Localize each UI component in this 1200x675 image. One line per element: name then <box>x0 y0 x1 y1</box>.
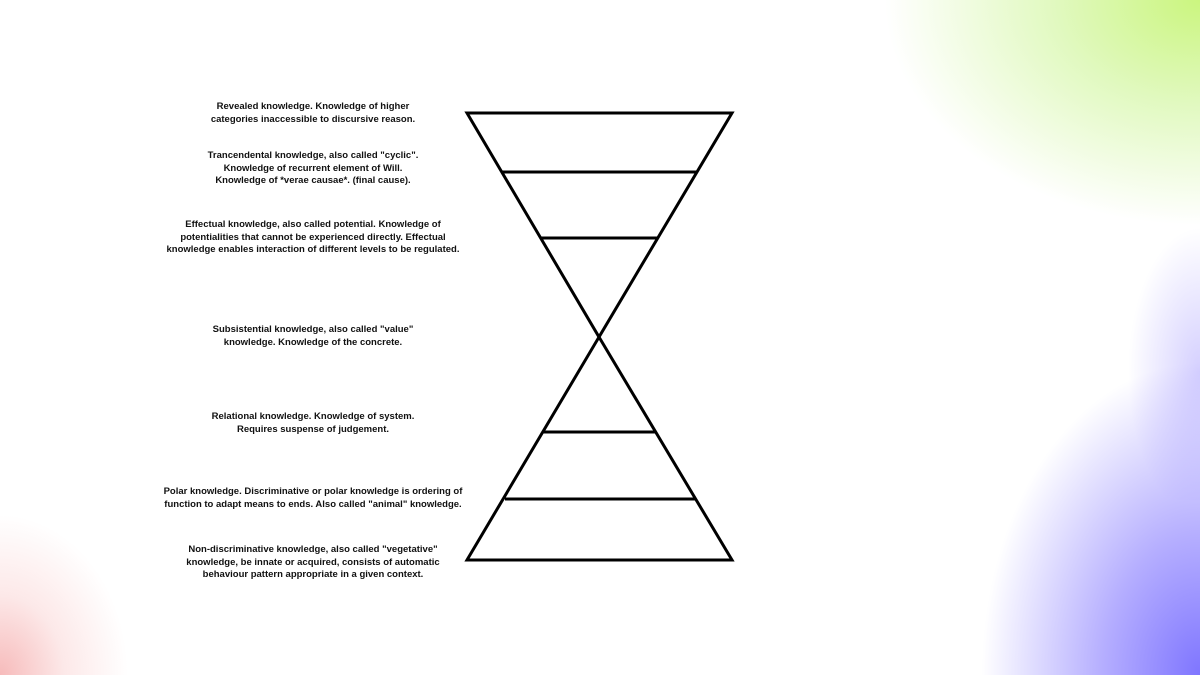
level-label-revealed: Revealed knowledge. Knowledge of higher … <box>210 101 416 125</box>
level-label-subsistential: Subsistential knowledge, also called "va… <box>212 324 414 348</box>
lower-triangle <box>464 334 735 562</box>
level-label-relational: Relational knowledge. Knowledge of syste… <box>211 411 415 435</box>
upper-inverted-triangle <box>464 111 735 340</box>
level-label-effectual: Effectual knowledge, also called potenti… <box>166 219 460 255</box>
level-label-non-discriminative: Non-discriminative knowledge, also calle… <box>186 544 440 580</box>
level-label-polar: Polar knowledge. Discriminative or polar… <box>163 486 463 510</box>
level-label-trancendental: Trancendental knowledge, also called "cy… <box>207 150 419 186</box>
